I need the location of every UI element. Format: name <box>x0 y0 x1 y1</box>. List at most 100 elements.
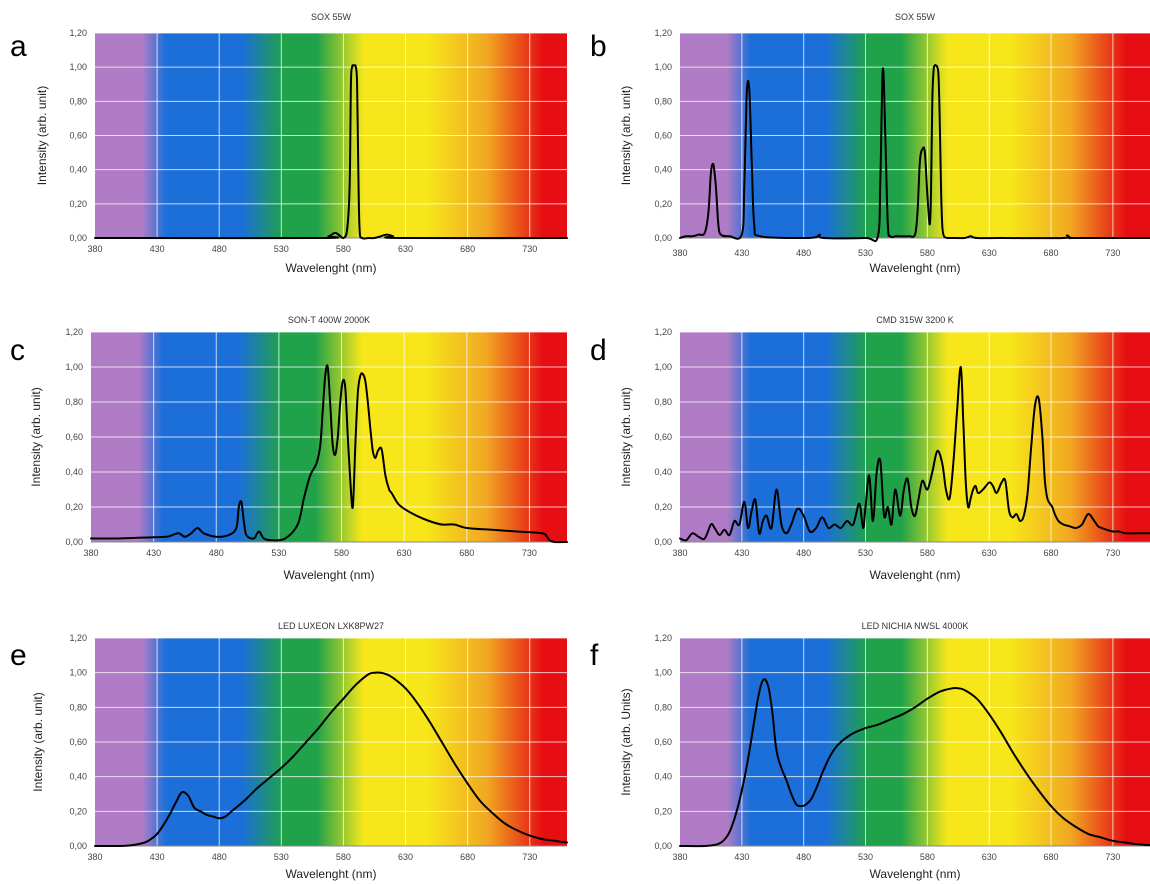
y-tick-label: 0,20 <box>654 199 672 209</box>
y-tick-label: 0,40 <box>69 165 87 175</box>
x-tick-label: 380 <box>672 248 687 258</box>
y-tick-label: 1,00 <box>654 668 672 678</box>
y-tick-label: 0,80 <box>654 702 672 712</box>
x-tick-label: 680 <box>460 244 475 254</box>
x-tick-label: 580 <box>920 248 935 258</box>
x-tick-label: 530 <box>858 852 873 862</box>
y-tick-label: 1,00 <box>654 62 672 72</box>
chart-panel-e: 0,00 0,20 0,40 0,60 0,80 1,00 1,20 380 430 480 530… <box>10 621 568 881</box>
y-tick-label: 0,60 <box>69 131 87 141</box>
x-tick-label: 380 <box>87 852 102 862</box>
panel-letter: a <box>10 30 27 63</box>
chart-panel-a: 0,00 0,20 0,40 0,60 0,80 1,00 1,20 380 430 480 530… <box>10 12 568 275</box>
x-tick-label: 680 <box>460 852 475 862</box>
y-tick-label: 0,60 <box>654 131 672 141</box>
panel-letter: e <box>10 639 27 672</box>
y-tick-label: 1,00 <box>654 362 672 372</box>
x-tick-label: 380 <box>87 244 102 254</box>
x-axis-label: Wavelenght (nm) <box>870 568 961 582</box>
y-tick-label: 0,20 <box>69 199 87 209</box>
y-tick-label: 0,20 <box>69 806 87 816</box>
x-tick-label: 630 <box>982 548 997 558</box>
spectrum-line <box>94 671 568 848</box>
chart-panel-f: 0,00 0,20 0,40 0,60 0,80 1,00 1,20 380 430 480 530… <box>590 621 1150 881</box>
x-axis-label: Wavelenght (nm) <box>286 867 377 881</box>
spectrum-line <box>679 678 1150 848</box>
x-tick-label: 430 <box>734 852 749 862</box>
y-tick-label: 0,00 <box>65 537 83 547</box>
y-tick-label: 0,80 <box>654 397 672 407</box>
spectrum-line <box>679 64 1150 243</box>
spectrum-line <box>90 364 568 544</box>
chart-panel-c: 0,00 0,20 0,40 0,60 0,80 1,00 1,20 380 430 480 530… <box>10 315 568 582</box>
x-tick-label: 480 <box>796 248 811 258</box>
x-tick-label: 430 <box>150 244 165 254</box>
x-axis-label: Wavelenght (nm) <box>870 261 961 275</box>
x-tick-label: 530 <box>274 852 289 862</box>
x-tick-label: 680 <box>1044 248 1059 258</box>
x-tick-label: 730 <box>1105 548 1120 558</box>
x-tick-label: 680 <box>1044 548 1059 558</box>
x-tick-label: 630 <box>398 244 413 254</box>
x-tick-label: 680 <box>459 548 474 558</box>
x-tick-label: 580 <box>336 852 351 862</box>
x-tick-label: 630 <box>397 548 412 558</box>
y-axis-label: Intensity (arb. unit) <box>619 387 633 486</box>
panel-letter: d <box>590 334 607 367</box>
y-axis-label: Intensity (arb. unit) <box>619 86 633 185</box>
x-tick-label: 530 <box>274 244 289 254</box>
x-tick-label: 630 <box>982 248 997 258</box>
y-tick-label: 0,80 <box>69 96 87 106</box>
chart-title: SOX 55W <box>311 12 352 22</box>
y-tick-label: 0,20 <box>65 502 83 512</box>
y-axis-label: Intensity (arb. Units) <box>619 688 633 795</box>
y-tick-label: 1,20 <box>69 633 87 643</box>
chart-title: CMD 315W 3200 K <box>876 315 954 325</box>
y-tick-label: 1,20 <box>654 28 672 38</box>
x-axis-label: Wavelenght (nm) <box>284 568 375 582</box>
chart-title: LED LUXEON LXK8PW27 <box>278 621 384 631</box>
chart-title: SOX 55W <box>895 12 936 22</box>
spectrum-line <box>94 64 568 240</box>
y-tick-label: 0,80 <box>69 702 87 712</box>
x-tick-label: 480 <box>796 548 811 558</box>
y-tick-label: 0,40 <box>654 772 672 782</box>
chart-title: LED NICHIA NWSL 4000K <box>862 621 969 631</box>
x-tick-label: 480 <box>796 852 811 862</box>
x-tick-label: 480 <box>209 548 224 558</box>
x-tick-label: 580 <box>334 548 349 558</box>
x-tick-label: 730 <box>1105 852 1120 862</box>
x-axis-label: Wavelenght (nm) <box>286 261 377 275</box>
y-axis-label: Intensity (arb. unit) <box>35 86 49 185</box>
y-tick-label: 0,40 <box>69 772 87 782</box>
y-tick-label: 0,60 <box>65 432 83 442</box>
y-tick-label: 0,00 <box>654 841 672 851</box>
chart-title: SON-T 400W 2000K <box>288 315 370 325</box>
x-tick-label: 480 <box>212 244 227 254</box>
x-tick-label: 480 <box>212 852 227 862</box>
y-tick-label: 0,80 <box>654 96 672 106</box>
x-tick-label: 430 <box>734 248 749 258</box>
chart-panel-b: 0,00 0,20 0,40 0,60 0,80 1,00 1,20 380 430 480 530… <box>590 12 1150 275</box>
y-tick-label: 0,00 <box>69 841 87 851</box>
y-tick-label: 0,60 <box>654 432 672 442</box>
y-tick-label: 1,20 <box>69 28 87 38</box>
y-tick-label: 0,40 <box>654 165 672 175</box>
x-tick-label: 430 <box>146 548 161 558</box>
y-tick-label: 0,00 <box>654 233 672 243</box>
x-tick-label: 530 <box>858 548 873 558</box>
y-tick-label: 0,20 <box>654 502 672 512</box>
x-tick-label: 630 <box>982 852 997 862</box>
panel-letter: f <box>590 639 599 672</box>
y-tick-label: 1,00 <box>65 362 83 372</box>
x-tick-label: 580 <box>920 548 935 558</box>
chart-panel-d: 0,00 0,20 0,40 0,60 0,80 1,00 1,20 380 430 480 530… <box>590 315 1150 582</box>
x-tick-label: 530 <box>271 548 286 558</box>
y-tick-label: 1,20 <box>65 327 83 337</box>
x-tick-label: 380 <box>672 548 687 558</box>
y-tick-label: 1,20 <box>654 327 672 337</box>
y-tick-label: 0,60 <box>69 737 87 747</box>
x-tick-label: 430 <box>734 548 749 558</box>
y-tick-label: 0,60 <box>654 737 672 747</box>
x-tick-label: 580 <box>920 852 935 862</box>
